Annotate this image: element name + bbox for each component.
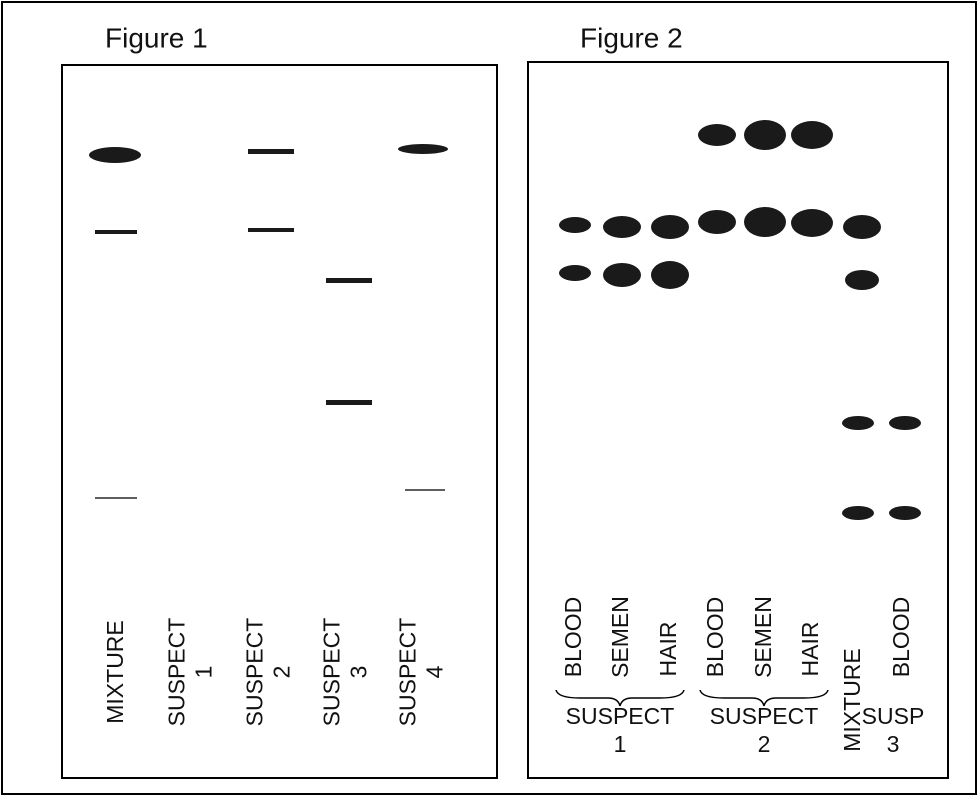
lane-label: BLOOD bbox=[888, 597, 914, 678]
lane-label: HAIR bbox=[797, 622, 823, 677]
band bbox=[791, 209, 833, 237]
group-label: 3 bbox=[887, 731, 900, 757]
figure-title: Figure 2 bbox=[580, 22, 683, 53]
band bbox=[559, 265, 591, 281]
lane-label: SEMEN bbox=[750, 596, 776, 678]
lane-label: SUSPECT bbox=[395, 618, 421, 727]
band bbox=[95, 497, 137, 499]
band bbox=[603, 263, 641, 287]
band bbox=[326, 278, 372, 283]
group-label: 1 bbox=[614, 731, 627, 757]
band bbox=[698, 124, 736, 146]
band bbox=[559, 217, 591, 233]
frame bbox=[2, 2, 976, 794]
lane-label: BLOOD bbox=[702, 597, 728, 678]
group-label: SUSPECT bbox=[566, 703, 675, 729]
band bbox=[744, 207, 786, 237]
band bbox=[843, 215, 881, 239]
lane-label: 1 bbox=[191, 666, 217, 679]
lane-label: HAIR bbox=[655, 622, 681, 677]
group-label: SUSPECT bbox=[710, 703, 819, 729]
lane-label: 3 bbox=[346, 666, 372, 679]
lane-label: 4 bbox=[422, 665, 448, 678]
band bbox=[405, 489, 445, 491]
band bbox=[248, 149, 294, 154]
band bbox=[248, 228, 294, 232]
band bbox=[791, 121, 833, 149]
band bbox=[845, 270, 879, 290]
band bbox=[842, 506, 874, 520]
band bbox=[398, 144, 448, 154]
group-label: 2 bbox=[758, 731, 771, 757]
lane-label: MIXTURE bbox=[102, 620, 128, 724]
lane-label: MIXTURE bbox=[839, 648, 865, 752]
lane-label: BLOOD bbox=[560, 597, 586, 678]
band bbox=[651, 261, 689, 289]
lane-label: SEMEN bbox=[607, 596, 633, 678]
band bbox=[889, 506, 921, 520]
band bbox=[95, 230, 137, 234]
band bbox=[651, 215, 689, 239]
lane-label: SUSPECT bbox=[164, 618, 190, 727]
lane-label: SUSPECT bbox=[242, 618, 268, 727]
band bbox=[89, 147, 141, 163]
band bbox=[889, 416, 921, 430]
band bbox=[603, 216, 641, 238]
lane-label: SUSPECT bbox=[319, 618, 345, 727]
band bbox=[326, 400, 372, 405]
band bbox=[698, 210, 736, 234]
band bbox=[842, 416, 874, 430]
band bbox=[744, 120, 786, 150]
lane-label: 2 bbox=[269, 666, 295, 679]
group-label: SUSP bbox=[862, 703, 925, 729]
figure-title: Figure 1 bbox=[105, 22, 208, 53]
page: Figure 1 Figure 2 MIXTURESUSPECT1SUSPECT… bbox=[0, 0, 978, 796]
